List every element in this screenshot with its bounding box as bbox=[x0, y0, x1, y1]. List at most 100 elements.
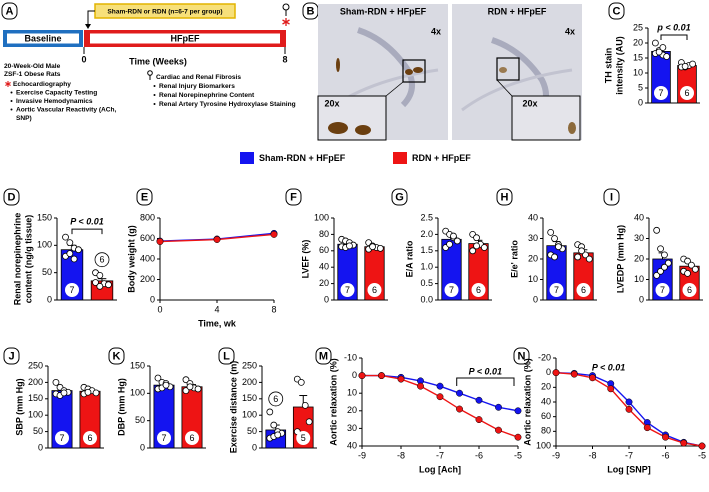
data-point bbox=[156, 238, 164, 246]
x-tick-label: -7 bbox=[436, 450, 444, 460]
legend-label: RDN + HFpEF bbox=[412, 153, 471, 163]
n-badge bbox=[340, 283, 355, 297]
data-point bbox=[689, 60, 697, 68]
y-tick-label: 10 bbox=[633, 67, 643, 77]
data-point bbox=[547, 228, 555, 236]
arrow bbox=[87, 10, 95, 27]
y-axis-label: DBP (mm Hg) bbox=[116, 378, 126, 436]
bullet bbox=[10, 100, 13, 102]
data-point bbox=[270, 230, 278, 238]
data-point bbox=[582, 251, 589, 259]
data-point bbox=[456, 405, 463, 413]
y-axis-label: LVEDP (mm Hg) bbox=[615, 225, 625, 293]
y-axis-label: content (ng/g tissue) bbox=[23, 215, 33, 304]
panel-letter: A bbox=[6, 5, 14, 17]
significance-label: P < 0.01 bbox=[592, 362, 625, 372]
significance-bracket bbox=[660, 34, 688, 40]
list-item: Exercise Capacity Testing bbox=[16, 89, 97, 96]
baseline-inner bbox=[7, 33, 79, 44]
x-tick-label: -8 bbox=[397, 450, 405, 460]
y-axis-label: Aortic relaxation (%) bbox=[522, 358, 532, 446]
n-badge bbox=[549, 283, 564, 297]
data-point bbox=[514, 433, 522, 441]
legend-swatch bbox=[393, 152, 407, 164]
panel-letter: C bbox=[613, 5, 621, 17]
data-point bbox=[607, 385, 615, 393]
y-tick-label: 100 bbox=[242, 410, 257, 420]
data-point bbox=[186, 383, 194, 391]
y-tick-label: 150 bbox=[242, 393, 257, 403]
y-axis-label: LVEF (%) bbox=[300, 240, 310, 279]
y-tick-label: 60 bbox=[319, 245, 329, 255]
data-point bbox=[653, 226, 661, 234]
y-tick-label: 0 bbox=[638, 97, 643, 107]
n-badge bbox=[367, 283, 382, 297]
y-tick-label: 40 bbox=[319, 262, 329, 272]
panel-badge bbox=[496, 188, 513, 206]
inset-magnification: 20x bbox=[522, 98, 537, 108]
panel-badge bbox=[108, 347, 125, 365]
n-label: 6 bbox=[87, 433, 92, 443]
pin-icon bbox=[282, 3, 290, 11]
data-point bbox=[688, 261, 695, 269]
data-point bbox=[625, 398, 633, 406]
data-point bbox=[70, 255, 78, 263]
n-label: 6 bbox=[273, 394, 278, 404]
n-label: 7 bbox=[69, 285, 74, 295]
n-label: 7 bbox=[554, 285, 559, 295]
legend-label: Sham-RDN + HFpEF bbox=[259, 153, 346, 163]
n-badge bbox=[296, 431, 311, 445]
n-label: 6 bbox=[476, 285, 481, 295]
data-point bbox=[436, 382, 444, 390]
panel-letter: K bbox=[113, 350, 121, 362]
y-tick-label: 0 bbox=[546, 367, 551, 377]
y-tick-label: 30 bbox=[347, 423, 357, 433]
data-point bbox=[655, 48, 663, 56]
y-tick-label: 40 bbox=[634, 212, 644, 222]
n-badge bbox=[55, 431, 69, 445]
bullet bbox=[10, 108, 13, 111]
y-tick-label: 50 bbox=[247, 426, 257, 436]
y-tick-label: 20 bbox=[528, 253, 538, 263]
data-point bbox=[495, 426, 502, 434]
y-tick-label: 1.0 bbox=[420, 262, 433, 272]
panel-letter: J bbox=[8, 350, 14, 362]
list-item: Renal Artery Tyrosine Hydroxylase Staini… bbox=[159, 101, 296, 108]
data-point bbox=[661, 251, 668, 259]
data-point bbox=[661, 263, 668, 271]
bullet bbox=[153, 94, 156, 96]
x-tick-label: -6 bbox=[475, 450, 483, 460]
asterisk-icon bbox=[5, 81, 11, 87]
data-point bbox=[60, 389, 68, 397]
y-tick-label: 0 bbox=[150, 294, 155, 304]
n-label: 5 bbox=[301, 433, 306, 443]
y-tick-label: 80 bbox=[541, 426, 551, 436]
n-badge bbox=[680, 86, 694, 100]
data-point bbox=[625, 405, 633, 413]
data-point bbox=[480, 244, 488, 251]
data-point bbox=[450, 232, 457, 240]
list-item: Renal Injury Biomarkers bbox=[159, 83, 235, 90]
data-point bbox=[358, 372, 366, 380]
n-badge bbox=[655, 283, 670, 297]
y-tick-label: 250 bbox=[242, 360, 257, 370]
panel-letter: B bbox=[307, 5, 315, 17]
panel-letter: D bbox=[8, 191, 16, 203]
n-label: 6 bbox=[687, 285, 692, 295]
panel-letter: F bbox=[290, 191, 297, 203]
data-point bbox=[473, 242, 480, 250]
data-point bbox=[681, 63, 689, 70]
y-tick-label: 200 bbox=[242, 377, 257, 387]
data-point bbox=[446, 240, 453, 248]
panel-letter: M bbox=[319, 350, 328, 362]
y-tick-label: 0 bbox=[252, 442, 257, 452]
significance-bracket bbox=[456, 377, 515, 386]
y-tick-label: 5 bbox=[638, 82, 643, 92]
y-tick-label: 40 bbox=[541, 396, 551, 406]
data-point bbox=[194, 385, 202, 393]
data-point bbox=[657, 245, 664, 253]
panel-badge bbox=[285, 188, 302, 206]
y-tick-label: 0 bbox=[324, 294, 329, 304]
data-point bbox=[297, 378, 305, 386]
inset bbox=[317, 95, 387, 141]
